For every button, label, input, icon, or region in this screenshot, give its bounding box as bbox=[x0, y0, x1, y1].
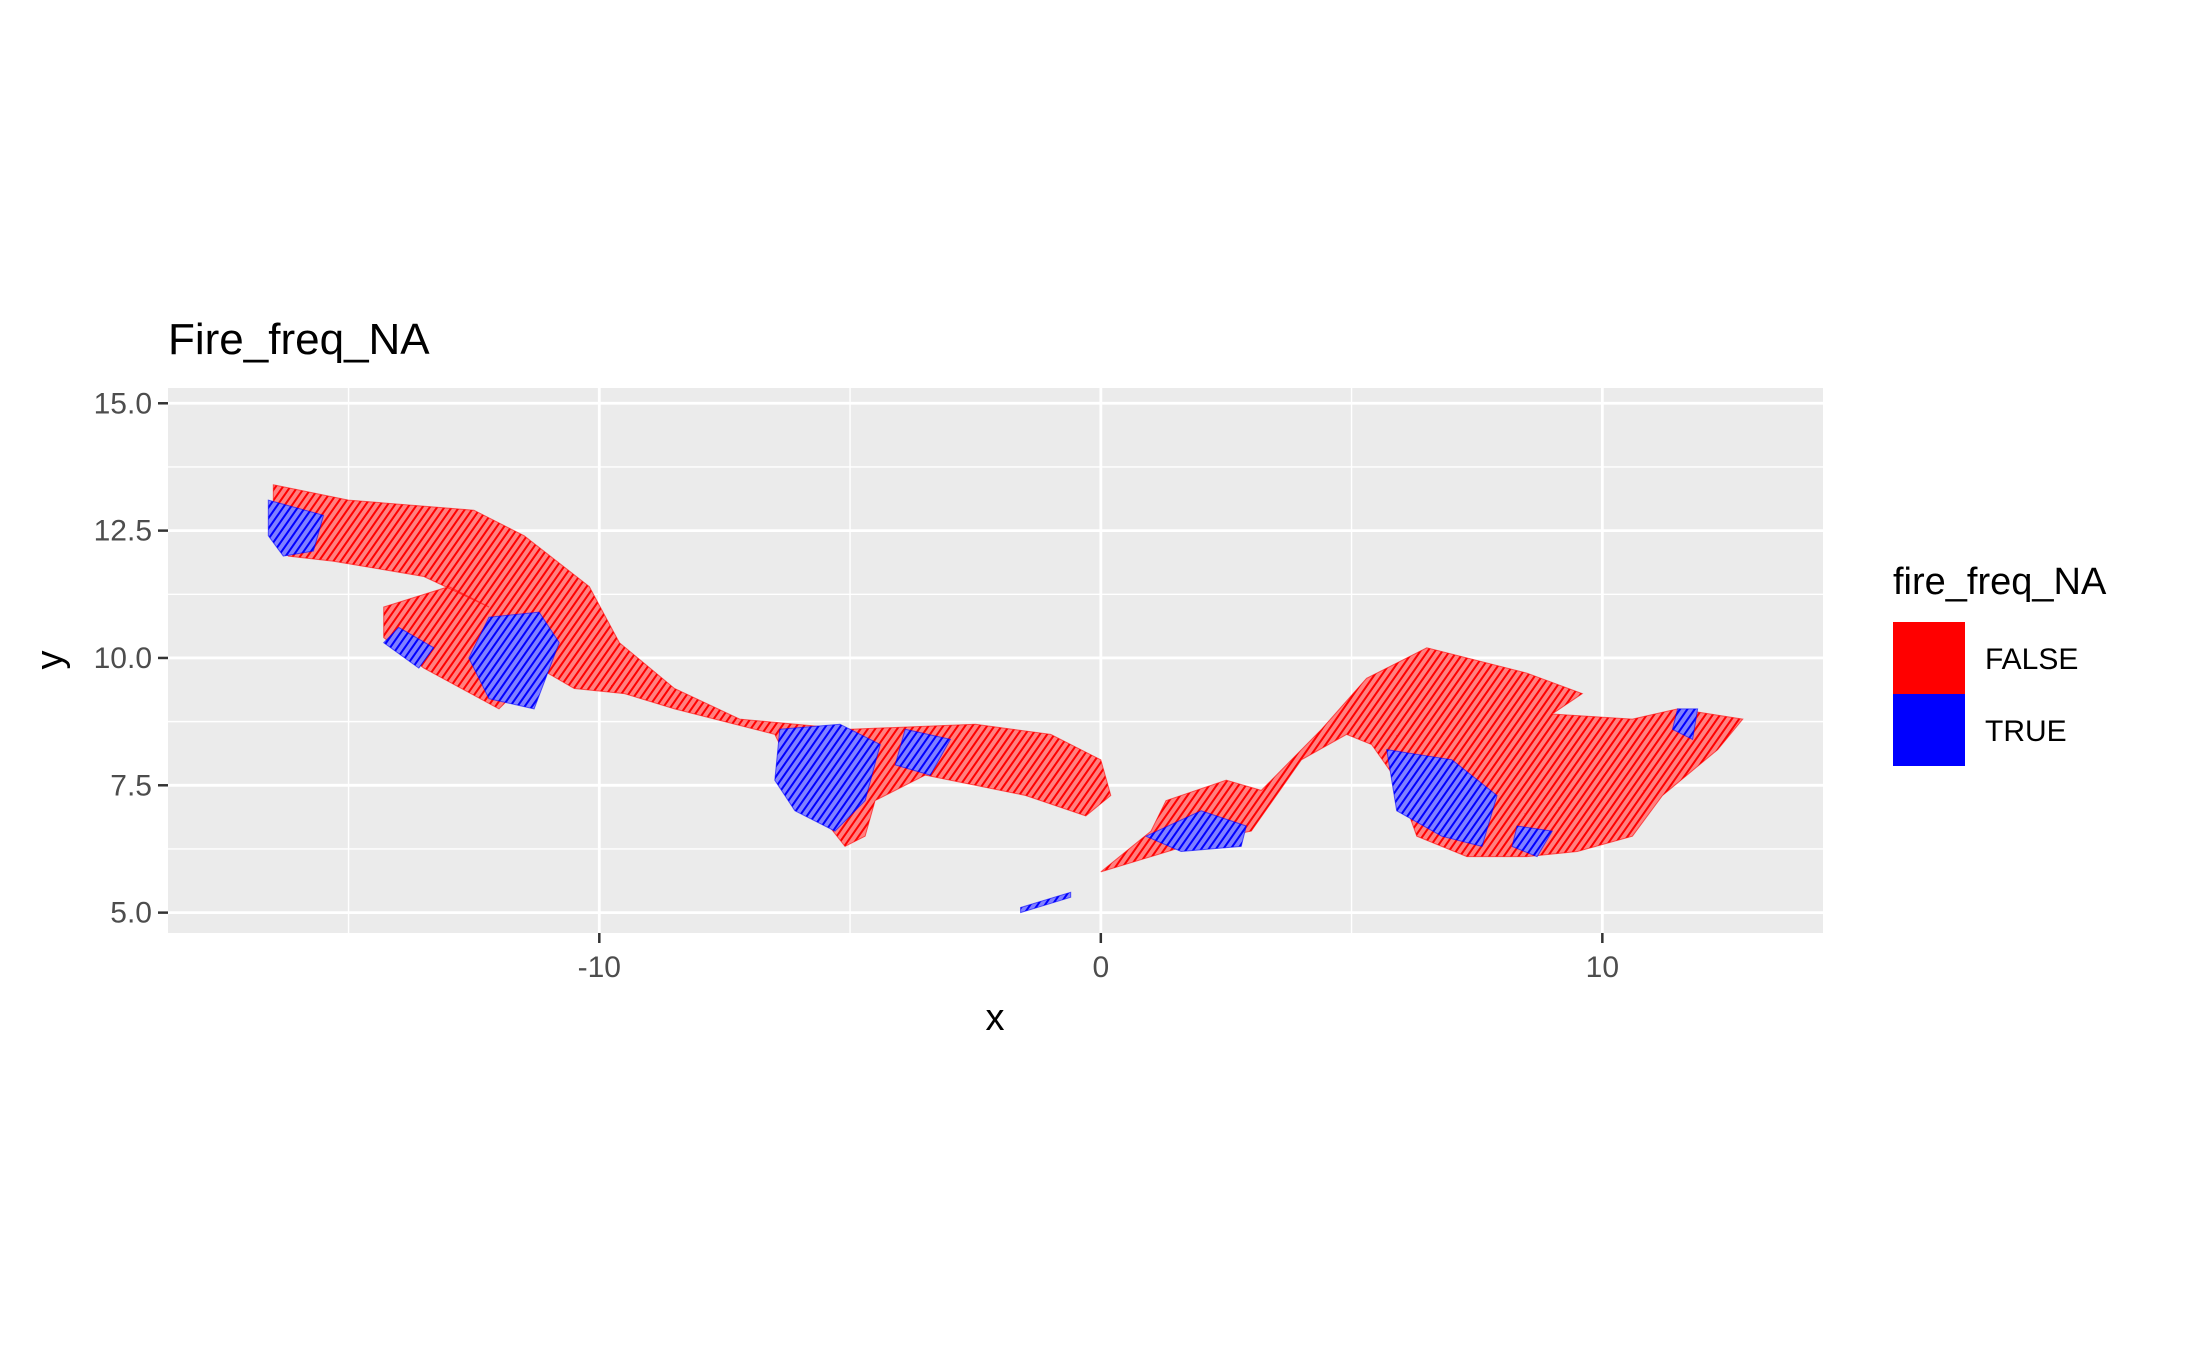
x-axis: -10 0 10 bbox=[578, 933, 1619, 984]
region-true bbox=[894, 728, 952, 776]
y-tick-label: 12.5 bbox=[94, 515, 152, 548]
legend-key-false bbox=[1893, 622, 1965, 694]
legend-title: fire_freq_NA bbox=[1893, 561, 2107, 603]
legend-entries: FALSE TRUE bbox=[1893, 622, 2078, 766]
region-true bbox=[267, 499, 325, 557]
map-regions bbox=[267, 484, 1744, 914]
y-tick-label: 5.0 bbox=[110, 897, 152, 930]
minor-gridlines bbox=[168, 388, 1823, 933]
y-axis: 5.0 7.5 10.0 12.5 15.0 bbox=[94, 387, 168, 930]
region-true bbox=[1386, 748, 1498, 848]
x-tick-label: -10 bbox=[578, 951, 621, 984]
legend-key-true bbox=[1893, 694, 1965, 766]
region-true bbox=[774, 723, 881, 832]
legend: fire_freq_NA FALSE TRUE bbox=[1893, 561, 2107, 766]
region-true bbox=[1020, 891, 1072, 914]
y-tick-label: 15.0 bbox=[94, 387, 152, 420]
region-true bbox=[382, 626, 435, 669]
x-axis-title: x bbox=[986, 997, 1005, 1039]
region-true bbox=[1144, 810, 1247, 853]
y-tick-label: 10.0 bbox=[94, 642, 152, 675]
legend-label-true: TRUE bbox=[1985, 715, 2067, 748]
region-true bbox=[1511, 825, 1554, 858]
x-tick-label: 10 bbox=[1586, 951, 1619, 984]
x-tick-label: 0 bbox=[1092, 951, 1109, 984]
region-true bbox=[1671, 708, 1699, 741]
chart-title: Fire_freq_NA bbox=[168, 315, 430, 364]
region-true bbox=[468, 611, 560, 710]
y-axis-title: y bbox=[29, 651, 71, 670]
y-tick-label: 7.5 bbox=[110, 769, 152, 802]
legend-label-false: FALSE bbox=[1985, 643, 2078, 676]
